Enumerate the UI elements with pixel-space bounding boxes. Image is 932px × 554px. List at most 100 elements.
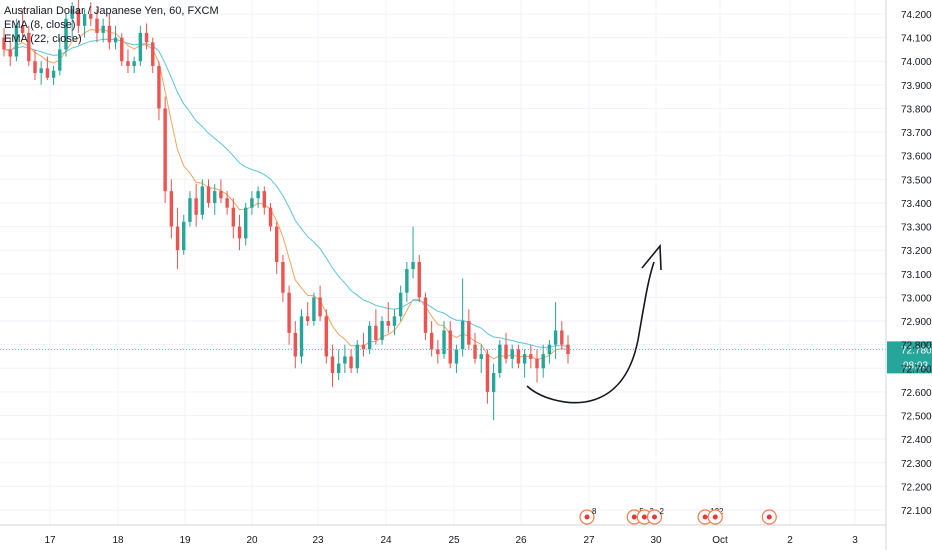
candle[interactable] [467,309,471,350]
candle[interactable] [429,321,434,357]
candle[interactable] [151,37,155,74]
candle[interactable] [287,285,291,345]
candle[interactable] [45,56,50,81]
candle[interactable] [405,262,409,303]
candle[interactable] [504,332,508,364]
candle[interactable] [516,344,521,369]
candle[interactable] [268,202,273,232]
candle[interactable] [163,96,167,203]
candle[interactable] [392,309,397,336]
candle[interactable] [144,23,149,50]
candle[interactable] [299,309,304,364]
candle[interactable] [423,292,428,340]
candle[interactable] [138,25,143,66]
candle[interactable] [547,339,552,364]
economic-events[interactable]: 8532132 [579,507,777,525]
candle[interactable] [281,254,285,303]
candle[interactable] [231,198,236,239]
candle[interactable] [225,191,229,215]
candles[interactable] [2,0,570,421]
candle[interactable] [237,214,242,251]
candle[interactable] [39,61,43,85]
event-marker[interactable] [761,509,777,525]
candle[interactable] [175,207,180,270]
candle[interactable] [33,49,37,81]
candle[interactable] [485,349,490,404]
drawn-arrow-annotation[interactable] [526,243,662,404]
candle[interactable] [20,9,25,38]
event-marker[interactable]: 8 [579,507,597,525]
candle[interactable] [200,179,205,220]
candle[interactable] [250,191,254,215]
candle[interactable] [361,332,366,357]
candle[interactable] [491,363,496,421]
candle[interactable] [411,226,415,279]
candle[interactable] [448,321,452,369]
candle[interactable] [355,339,359,374]
candle[interactable] [522,349,527,378]
candle[interactable] [262,186,267,215]
candle[interactable] [336,349,341,381]
candle[interactable] [541,344,545,378]
candle[interactable] [510,344,514,369]
candle[interactable] [64,14,68,57]
candle[interactable] [194,184,198,227]
candle[interactable] [82,9,87,38]
candle[interactable] [473,332,477,364]
candle[interactable] [293,321,298,369]
event-marker[interactable]: 2 [646,507,665,525]
candle[interactable] [107,14,112,50]
event-marker[interactable] [707,509,723,525]
candle[interactable] [318,285,322,322]
candle[interactable] [398,285,403,322]
candle[interactable] [101,18,105,43]
candle[interactable] [219,179,223,203]
candle[interactable] [367,321,372,355]
candle[interactable] [126,49,130,74]
candle[interactable] [169,179,174,239]
candle[interactable] [113,25,118,50]
candle[interactable] [479,344,483,374]
candle[interactable] [157,61,161,121]
candle[interactable] [256,186,260,208]
candle[interactable] [244,202,248,246]
candle[interactable] [374,309,378,345]
candle[interactable] [560,321,564,350]
candle[interactable] [89,2,93,26]
candle[interactable] [182,214,186,255]
candle[interactable] [132,56,136,74]
candle[interactable] [8,37,12,66]
candle[interactable] [274,221,279,274]
candle[interactable] [2,28,6,57]
candle[interactable] [442,321,446,359]
ema-8-polyline [3,28,569,360]
candle[interactable] [436,339,440,364]
candle[interactable] [312,292,316,326]
candle[interactable] [380,316,384,345]
candle[interactable] [14,18,19,62]
candle[interactable] [343,344,347,374]
candle[interactable] [349,349,353,374]
candle[interactable] [95,9,99,43]
candle[interactable] [529,344,533,369]
candle[interactable] [417,254,421,303]
candle[interactable] [535,349,539,383]
candle[interactable] [76,0,81,33]
candle[interactable] [188,191,192,227]
candle[interactable] [58,37,62,76]
candle[interactable] [386,302,390,333]
candle[interactable] [51,65,56,85]
candle[interactable] [206,179,211,208]
candle[interactable] [27,25,31,66]
candle[interactable] [460,278,465,357]
candle[interactable] [498,339,502,378]
candle[interactable] [305,302,310,326]
candle[interactable] [213,184,217,215]
candle[interactable] [330,344,335,388]
candle[interactable] [120,32,124,66]
candle-body [182,221,186,251]
candle[interactable] [70,2,74,38]
candle[interactable] [324,309,328,364]
